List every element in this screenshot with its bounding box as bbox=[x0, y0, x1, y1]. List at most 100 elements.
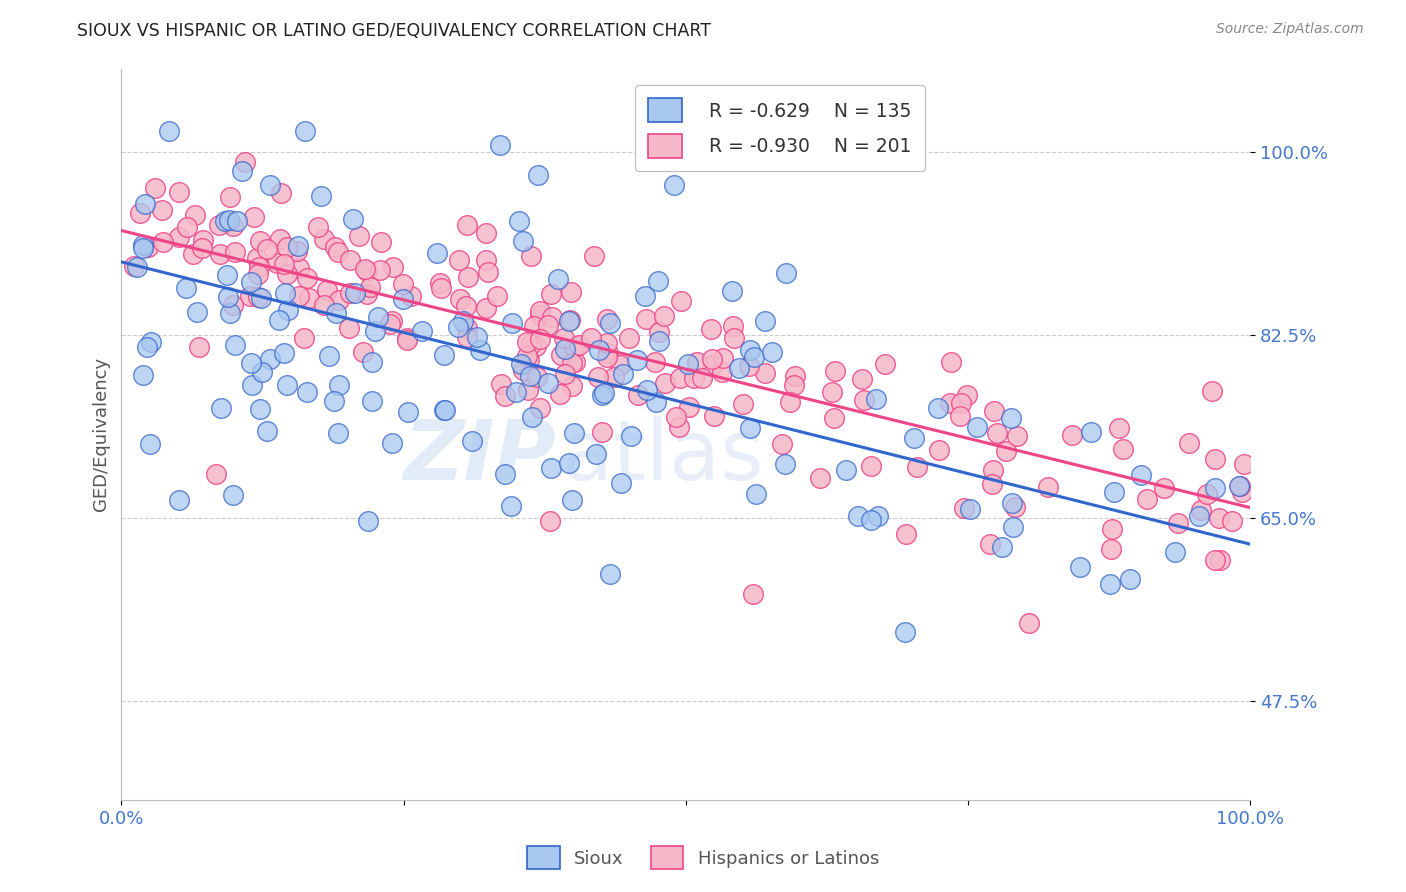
Point bbox=[894, 624, 917, 639]
Point bbox=[328, 377, 350, 392]
Point bbox=[347, 229, 370, 244]
Point bbox=[591, 425, 613, 439]
Point bbox=[1001, 496, 1024, 510]
Point bbox=[1119, 572, 1142, 586]
Point bbox=[157, 124, 180, 138]
Point bbox=[599, 316, 621, 330]
Point bbox=[599, 567, 621, 582]
Point bbox=[356, 286, 378, 301]
Point bbox=[1108, 421, 1130, 435]
Point bbox=[456, 330, 478, 344]
Point bbox=[783, 377, 806, 392]
Point bbox=[485, 289, 508, 303]
Point bbox=[740, 343, 762, 357]
Point bbox=[1018, 615, 1040, 630]
Point bbox=[595, 311, 617, 326]
Point bbox=[235, 154, 257, 169]
Point bbox=[318, 349, 340, 363]
Point bbox=[378, 317, 401, 331]
Point bbox=[1153, 481, 1175, 495]
Point bbox=[529, 332, 551, 346]
Point bbox=[668, 420, 690, 434]
Point bbox=[554, 368, 576, 382]
Point bbox=[256, 243, 278, 257]
Point bbox=[519, 249, 541, 263]
Point bbox=[1102, 484, 1125, 499]
Point bbox=[128, 206, 150, 220]
Point bbox=[451, 314, 474, 328]
Point bbox=[727, 360, 749, 375]
Point bbox=[731, 397, 754, 411]
Point bbox=[433, 348, 456, 362]
Point bbox=[949, 409, 972, 423]
Point bbox=[1233, 457, 1256, 471]
Point bbox=[983, 404, 1005, 418]
Point bbox=[610, 475, 633, 490]
Point bbox=[721, 285, 744, 299]
Point bbox=[548, 386, 571, 401]
Point bbox=[456, 321, 478, 335]
Point bbox=[344, 286, 367, 301]
Point bbox=[582, 249, 605, 263]
Point bbox=[328, 425, 350, 440]
Legend: Sioux, Hispanics or Latinos: Sioux, Hispanics or Latinos bbox=[517, 838, 889, 879]
Point bbox=[392, 277, 415, 291]
Point bbox=[501, 499, 523, 513]
Point bbox=[986, 426, 1008, 441]
Point bbox=[824, 363, 846, 377]
Point bbox=[966, 420, 988, 434]
Point bbox=[742, 351, 765, 365]
Point bbox=[761, 345, 783, 359]
Point bbox=[593, 385, 616, 400]
Point bbox=[214, 214, 236, 228]
Point bbox=[529, 309, 551, 323]
Point bbox=[208, 219, 231, 233]
Point bbox=[447, 253, 470, 268]
Point bbox=[562, 340, 585, 354]
Point bbox=[139, 334, 162, 349]
Point bbox=[529, 401, 551, 416]
Point bbox=[287, 238, 309, 252]
Point bbox=[359, 279, 381, 293]
Point bbox=[738, 421, 761, 435]
Point bbox=[298, 291, 321, 305]
Point bbox=[991, 541, 1014, 555]
Point bbox=[316, 283, 339, 297]
Point bbox=[342, 212, 364, 227]
Point bbox=[821, 385, 844, 400]
Point bbox=[352, 344, 374, 359]
Point bbox=[654, 376, 676, 391]
Point bbox=[865, 392, 887, 406]
Point bbox=[868, 509, 890, 524]
Point bbox=[905, 460, 928, 475]
Point bbox=[834, 462, 856, 476]
Point bbox=[783, 369, 806, 384]
Point bbox=[938, 396, 960, 410]
Point bbox=[1080, 425, 1102, 439]
Point bbox=[218, 190, 240, 204]
Point bbox=[246, 267, 269, 281]
Point bbox=[699, 321, 721, 335]
Point bbox=[1036, 480, 1059, 494]
Point bbox=[396, 405, 419, 419]
Point bbox=[634, 312, 657, 326]
Point bbox=[617, 331, 640, 345]
Point bbox=[382, 260, 405, 274]
Point bbox=[399, 289, 422, 303]
Point bbox=[312, 298, 335, 312]
Point bbox=[256, 424, 278, 438]
Point bbox=[1177, 435, 1199, 450]
Point bbox=[489, 377, 512, 392]
Point bbox=[1197, 487, 1219, 501]
Point bbox=[540, 460, 562, 475]
Point bbox=[339, 286, 361, 301]
Point bbox=[250, 291, 273, 305]
Point bbox=[526, 369, 548, 384]
Text: SIOUX VS HISPANIC OR LATINO GED/EQUIVALENCY CORRELATION CHART: SIOUX VS HISPANIC OR LATINO GED/EQUIVALE… bbox=[77, 22, 711, 40]
Point bbox=[588, 343, 610, 357]
Point bbox=[557, 456, 579, 470]
Point bbox=[222, 219, 245, 233]
Point bbox=[721, 319, 744, 334]
Point bbox=[269, 232, 291, 246]
Point bbox=[354, 262, 377, 277]
